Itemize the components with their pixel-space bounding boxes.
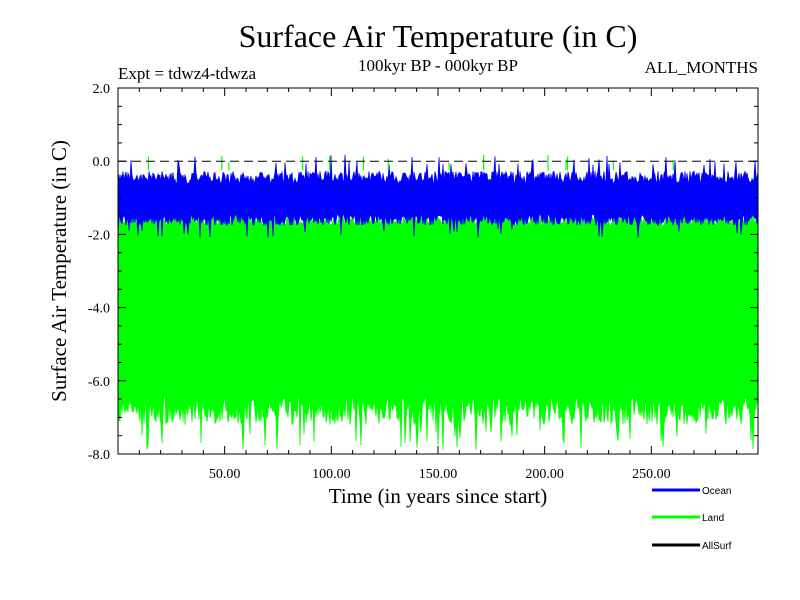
x-tick-label: 200.00 [525, 467, 564, 482]
y-tick-label: -2.0 [88, 228, 110, 243]
legend: Ocean Land AllSurf [652, 486, 732, 552]
legend-label-ocean: Ocean [702, 486, 731, 497]
y-tick-label: -6.0 [88, 375, 110, 390]
y-tick-label: 2.0 [93, 82, 111, 97]
months-label: ALL_MONTHS [645, 58, 758, 77]
series-bands [117, 154, 759, 451]
legend-label-land: Land [702, 513, 724, 524]
x-tick-label: 50.00 [209, 467, 241, 482]
x-tick-label: 150.00 [419, 467, 458, 482]
chart-subtitle: 100kyr BP - 000kyr BP [358, 56, 518, 75]
experiment-label: Expt = tdwz4-tdwza [118, 64, 256, 83]
legend-label-allsurf: AllSurf [702, 541, 732, 552]
series-land-band [117, 212, 759, 451]
x-tick-label: 100.00 [312, 467, 351, 482]
x-axis-label: Time (in years since start) [329, 484, 548, 508]
chart-title: Surface Air Temperature (in C) [239, 18, 638, 54]
y-axis-label: Surface Air Temperature (in C) [47, 140, 71, 402]
y-tick-label: -4.0 [88, 302, 110, 317]
x-axis: 50.00 100.00 150.00 200.00 250.00 [138, 88, 738, 482]
x-tick-label: 250.00 [632, 467, 671, 482]
y-tick-label: -8.0 [88, 448, 110, 463]
y-axis: 2.0 0.0 -2.0 -4.0 -6.0 -8.0 [88, 82, 758, 463]
y-tick-label: 0.0 [93, 155, 111, 170]
